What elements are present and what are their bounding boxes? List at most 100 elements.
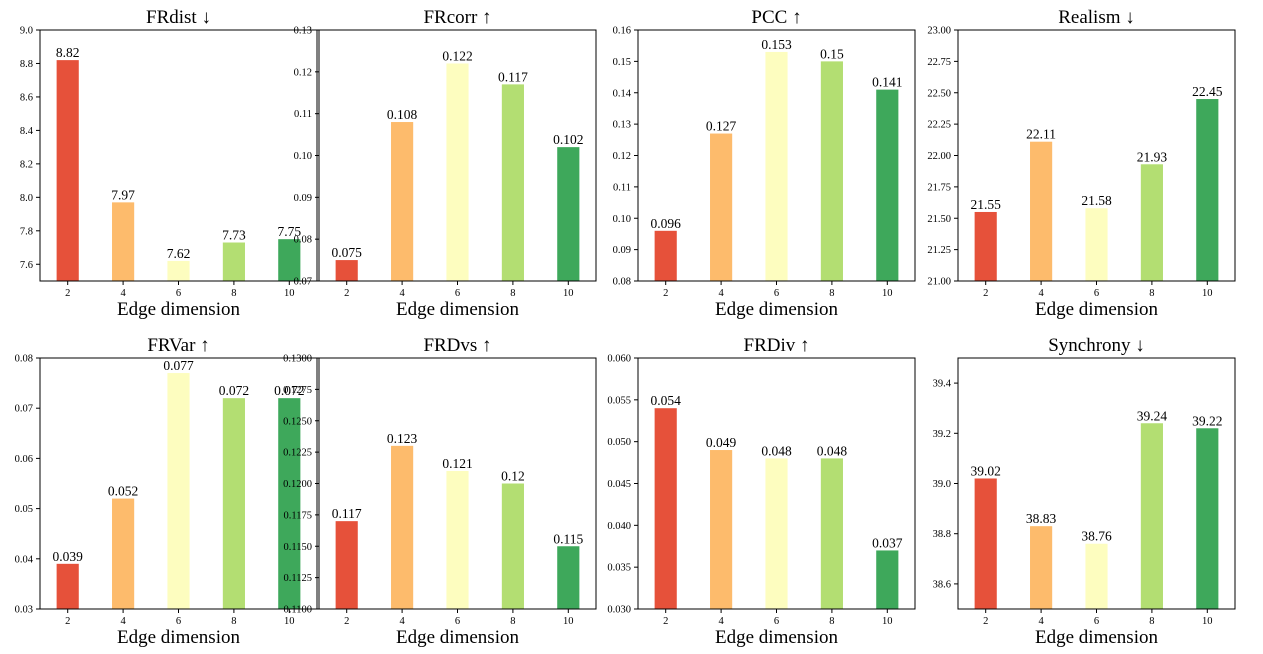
bar-10 [278,239,301,281]
value-label-10: 39.22 [1192,413,1222,428]
value-label-8: 21.93 [1137,149,1168,164]
bar-4 [112,498,135,609]
y-tick-label: 8.0 [20,193,33,204]
x-tick-label: 4 [120,288,126,299]
value-label-2: 0.075 [332,245,363,260]
value-label-4: 0.127 [706,119,737,134]
x-tick-label: 8 [231,288,236,299]
x-tick-label: 8 [829,288,834,299]
bar-6 [446,470,469,609]
y-tick-label: 38.6 [933,579,951,590]
chart-title: FRDiv ↑ [744,335,810,356]
chart-title: FRdist ↓ [146,7,211,28]
x-tick-label: 10 [882,288,893,299]
y-tick-label: 0.1300 [283,354,312,365]
value-label-2: 21.55 [971,197,1002,212]
y-tick-label: 0.1200 [283,479,312,490]
y-tick-label: 7.6 [20,260,33,271]
bar-8 [820,61,843,281]
y-tick-label: 21.75 [927,182,951,193]
bar-10 [557,147,580,281]
x-axis-label: Edge dimension [1035,627,1158,648]
x-tick-label: 8 [829,616,834,627]
bar-2 [335,260,358,281]
x-tick-label: 8 [510,616,515,627]
y-tick-label: 21.25 [927,245,951,256]
x-tick-label: 10 [284,288,295,299]
x-tick-label: 6 [774,288,779,299]
bar-2 [974,478,997,609]
y-tick-label: 22.75 [927,57,951,68]
value-label-6: 0.153 [761,37,792,52]
x-tick-label: 10 [882,616,893,627]
bar-6 [765,458,788,609]
x-tick-label: 6 [176,616,181,627]
x-tick-label: 8 [510,288,515,299]
value-label-2: 0.054 [651,393,682,408]
bar-10 [1196,428,1219,609]
y-tick-label: 8.8 [20,59,33,70]
bar-6 [1085,208,1108,281]
x-tick-label: 6 [1094,288,1099,299]
y-tick-label: 0.045 [607,479,631,490]
x-tick-label: 4 [399,616,405,627]
y-tick-label: 22.00 [927,151,951,162]
value-label-8: 0.072 [219,383,249,398]
x-axis-label: Edge dimension [1035,299,1158,320]
value-label-6: 7.62 [167,246,191,261]
y-tick-label: 39.0 [933,479,951,490]
chart-title: FRDvs ↑ [423,335,491,356]
y-tick-label: 0.09 [294,193,312,204]
y-tick-label: 0.12 [613,151,631,162]
x-tick-label: 4 [718,616,724,627]
y-tick-label: 0.06 [15,454,33,465]
y-tick-label: 0.04 [15,554,34,565]
y-tick-label: 0.1125 [284,573,313,584]
bar-4 [710,133,733,281]
y-tick-label: 0.11 [294,109,312,120]
y-tick-label: 8.6 [20,92,33,103]
value-label-8: 0.12 [501,469,525,484]
bar-4 [391,122,414,282]
value-label-6: 0.122 [442,48,472,63]
x-tick-label: 10 [1202,288,1213,299]
x-tick-label: 6 [774,616,779,627]
y-tick-label: 39.2 [933,429,951,440]
x-tick-label: 2 [663,616,668,627]
x-tick-label: 8 [1149,288,1154,299]
x-tick-label: 2 [983,288,988,299]
value-label-8: 39.24 [1137,408,1168,423]
x-tick-label: 2 [344,616,349,627]
y-tick-label: 8.2 [20,159,33,170]
bar-8 [501,483,524,609]
bar-2 [974,211,997,281]
y-tick-label: 39.4 [933,379,952,390]
bar-8 [1140,164,1163,281]
bar-4 [710,450,733,609]
y-tick-label: 0.13 [613,120,631,131]
chart-panel-6: FRDvs ↑ 0.117 0.123 0.121 0.12 0.115 0.1100 0.1… [283,335,597,648]
bar-10 [278,398,301,609]
chart-panel-1: FRdist ↓8.827.977.627.73 7.757.67.88.08.2… [20,7,318,320]
y-tick-label: 0.10 [294,151,312,162]
y-tick-label: 7.8 [20,226,33,237]
chart-title: Realism ↓ [1058,7,1135,28]
y-tick-label: 0.08 [15,354,33,365]
bar-8 [820,458,843,609]
y-tick-label: 0.05 [15,504,33,515]
value-label-8: 0.15 [820,46,844,61]
x-tick-label: 10 [284,616,295,627]
y-tick-label: 0.14 [613,88,632,99]
value-label-2: 39.02 [971,463,1001,478]
x-tick-label: 8 [1149,616,1154,627]
value-label-4: 0.049 [706,435,737,450]
bar-6 [765,51,788,282]
y-tick-label: 0.030 [607,605,631,616]
value-label-10: 0.037 [872,535,903,550]
x-tick-label: 4 [399,288,405,299]
value-label-2: 0.039 [53,549,84,564]
x-tick-label: 4 [1038,288,1044,299]
y-tick-label: 21.00 [927,277,951,288]
y-tick-label: 9.0 [20,26,33,37]
bar-10 [557,546,580,609]
